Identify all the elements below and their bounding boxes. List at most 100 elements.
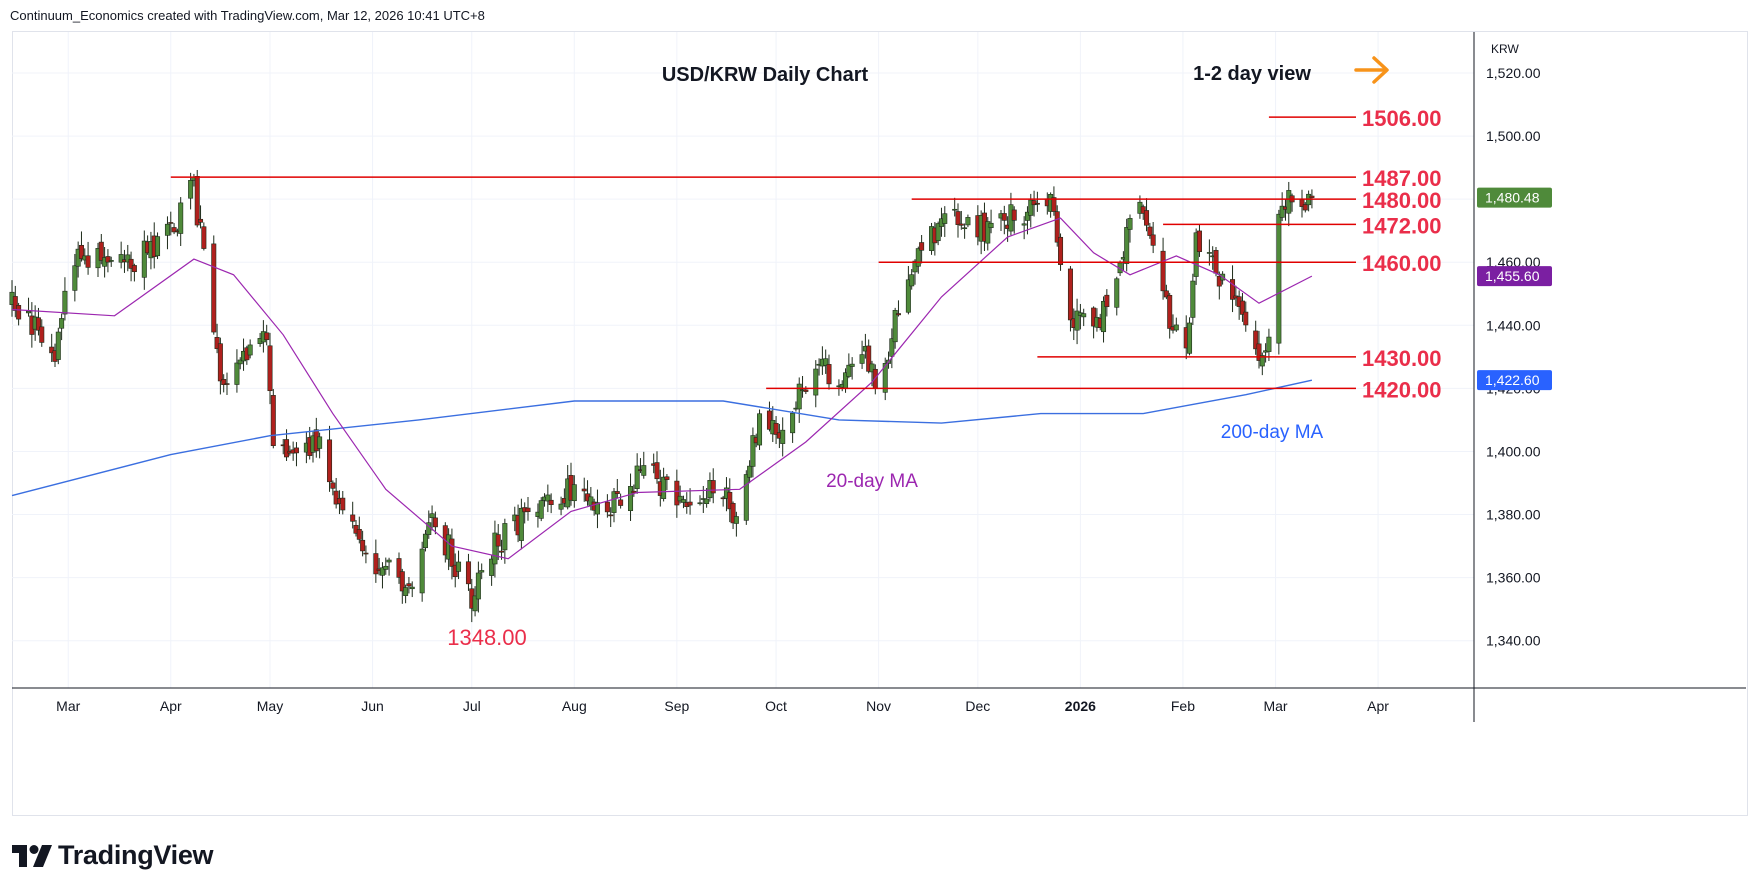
candle-body xyxy=(360,539,366,552)
candle-body xyxy=(178,202,184,234)
candle-body xyxy=(1216,275,1222,287)
candle-body xyxy=(12,296,18,311)
candle-body xyxy=(333,490,339,505)
candle-body xyxy=(889,338,895,357)
candle-body xyxy=(733,516,739,524)
candle-body xyxy=(432,517,438,528)
ma20-price-tag-bg xyxy=(1477,266,1552,287)
candle-body xyxy=(661,476,667,499)
arrow-head xyxy=(1372,56,1389,84)
candle-body xyxy=(1160,250,1166,292)
candle-body xyxy=(85,255,91,268)
candle-body xyxy=(1011,209,1017,221)
candle-body xyxy=(1021,223,1027,226)
candle-body xyxy=(35,317,41,331)
tradingview-logo[interactable]: TradingView xyxy=(12,840,214,871)
tradingview-logo-icon xyxy=(12,844,52,867)
candle-body xyxy=(237,359,243,365)
candle-body xyxy=(664,476,670,480)
candle-body xyxy=(164,223,170,236)
candle-body xyxy=(919,242,925,251)
candle-body xyxy=(710,480,716,494)
candle-body xyxy=(571,484,577,502)
candle-body xyxy=(108,260,114,262)
ma20-label: 20-day MA xyxy=(826,471,918,492)
y-tick-label: 1,520.00 xyxy=(1486,65,1541,81)
candle-body xyxy=(604,501,610,513)
candle-body xyxy=(869,363,875,373)
candle-body xyxy=(790,412,796,434)
candle-body xyxy=(1140,206,1146,214)
candle-body xyxy=(267,345,273,392)
x-tick-label: Aug xyxy=(562,698,587,714)
candle-body xyxy=(1196,230,1202,252)
candle-body xyxy=(915,248,921,267)
candle-body xyxy=(221,379,227,385)
candle-body xyxy=(1031,200,1037,206)
candle-body xyxy=(16,305,22,320)
candle-body xyxy=(905,279,911,313)
candle-body xyxy=(403,587,409,596)
candle-body xyxy=(1058,236,1064,265)
candle-body xyxy=(502,523,508,551)
candle-body xyxy=(456,561,462,572)
candle-body xyxy=(264,332,270,341)
chart-header: Continuum_Economics created with Trading… xyxy=(10,8,485,23)
level-label-1506.00: 1506.00 xyxy=(1362,106,1442,131)
x-tick-label: Apr xyxy=(1367,698,1389,714)
candle-body xyxy=(803,389,809,392)
candle-body xyxy=(284,439,290,458)
candle-body xyxy=(846,364,852,377)
candle-body xyxy=(1067,268,1073,321)
candle-body xyxy=(823,358,829,366)
candle-body xyxy=(340,497,346,511)
candle-body xyxy=(1024,211,1030,221)
candle-body xyxy=(363,552,369,555)
candle-body xyxy=(1253,330,1259,350)
candle-body xyxy=(406,583,412,587)
candle-body xyxy=(654,462,660,480)
ma200-label: 200-day MA xyxy=(1221,422,1324,443)
candle-body xyxy=(1239,300,1245,315)
candle-body xyxy=(558,503,564,510)
ma200-line xyxy=(11,379,1313,497)
candle-body xyxy=(1127,218,1133,230)
candle-body xyxy=(499,550,505,553)
candle-body xyxy=(1001,213,1007,221)
x-tick-label: Apr xyxy=(160,698,182,714)
candle-body xyxy=(1150,234,1156,246)
level-label-1420.00: 1420.00 xyxy=(1362,377,1442,402)
right-arrow-icon xyxy=(1354,56,1389,84)
tradingview-logo-text: TradingView xyxy=(58,840,214,870)
candle-body xyxy=(952,208,958,211)
candle-body xyxy=(1163,290,1169,298)
candle-body xyxy=(379,567,385,576)
candle-body xyxy=(465,561,471,585)
candle-body xyxy=(525,507,531,513)
candle-body xyxy=(1276,213,1282,344)
candle-body xyxy=(399,571,405,592)
candle-body xyxy=(55,331,61,360)
candle-body xyxy=(1173,324,1179,331)
candle-body xyxy=(687,501,693,506)
candle-body xyxy=(988,222,994,229)
candle-body xyxy=(211,243,217,333)
candle-body xyxy=(1206,252,1212,254)
candle-body xyxy=(198,218,204,223)
candle-body xyxy=(386,559,392,563)
candle-body xyxy=(1259,355,1265,367)
candle-body xyxy=(422,533,428,549)
candle-body xyxy=(489,558,495,576)
candle-body xyxy=(1243,311,1249,326)
candle-body xyxy=(98,241,104,261)
x-tick-label: Nov xyxy=(866,698,891,714)
candle-body xyxy=(780,429,786,444)
candle-body xyxy=(704,498,710,504)
candle-body xyxy=(1091,307,1097,327)
currency-label: KRW xyxy=(1491,42,1519,56)
candle-body xyxy=(1190,280,1196,318)
candle-body xyxy=(141,240,147,278)
candle-body xyxy=(826,364,832,385)
candle-body xyxy=(419,548,425,594)
